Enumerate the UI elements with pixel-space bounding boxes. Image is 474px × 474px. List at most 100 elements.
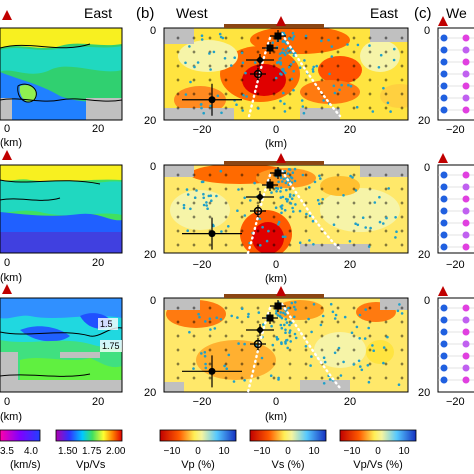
earthquake-dot	[283, 323, 286, 327]
earthquake-dot	[339, 374, 343, 377]
grid-node	[304, 92, 308, 96]
grid-node	[224, 92, 228, 96]
earthquake-dot	[243, 379, 246, 382]
earthquake-dot	[265, 239, 269, 243]
earthquake-dot	[246, 315, 250, 319]
earthquake-dot	[208, 52, 211, 55]
layer-dot	[462, 70, 470, 78]
colorbar-label: Vs (%)	[272, 459, 305, 471]
grid-node	[304, 334, 308, 338]
grid-node	[320, 306, 324, 310]
grid-node	[400, 187, 404, 191]
earthquake-dot	[293, 332, 297, 336]
grid-node	[352, 306, 356, 310]
earthquake-dot	[192, 367, 195, 370]
earthquake-dot	[223, 57, 227, 60]
earthquake-dot	[227, 225, 230, 228]
earthquake-dot	[202, 111, 205, 115]
colorbar-tick: 4.0	[24, 446, 38, 457]
earthquake-dot	[202, 203, 206, 207]
earthquake-dot	[269, 374, 273, 378]
grid-node	[192, 215, 196, 219]
earthquake-dot	[323, 360, 327, 364]
earthquake-dot	[200, 352, 203, 355]
grid-node	[320, 106, 324, 110]
earthquake-dot	[209, 194, 213, 197]
earthquake-dot	[225, 367, 228, 371]
earthquake-dot	[330, 45, 334, 48]
earthquake-dot	[288, 195, 292, 198]
earthquake-dot	[288, 329, 292, 332]
earthquake-dot	[278, 314, 282, 318]
grid-node	[256, 229, 260, 233]
grid-node	[256, 201, 260, 205]
layer-dot	[462, 352, 470, 360]
volcano-marker	[2, 150, 12, 160]
earthquake-dot	[293, 179, 297, 183]
earthquake-dot	[364, 308, 368, 311]
grid-node	[336, 376, 340, 380]
earthquake-dot	[355, 325, 359, 329]
grid-node	[288, 376, 292, 380]
earthquake-dot	[279, 190, 282, 193]
earthquake-dot	[232, 380, 236, 383]
grid-node	[384, 106, 388, 110]
earthquake-dot	[215, 194, 218, 198]
hypocenter-square	[274, 169, 282, 177]
earthquake-dot	[186, 193, 190, 196]
hypocenter-square	[274, 32, 282, 40]
grid-node	[400, 229, 404, 233]
grid-node	[224, 243, 228, 247]
earthquake-dot	[328, 378, 332, 381]
grid-node	[192, 78, 196, 82]
grid-node	[368, 92, 372, 96]
earthquake-dot	[322, 382, 326, 385]
grid-node	[256, 50, 260, 54]
layer-dot	[440, 340, 448, 348]
grid-node	[288, 78, 292, 82]
earthquake-dot	[289, 63, 293, 66]
y-tick-label: 0	[150, 295, 156, 307]
grid-node	[272, 106, 276, 110]
grid-node	[352, 106, 356, 110]
grid-node	[192, 306, 196, 310]
grid-node	[368, 36, 372, 40]
colorbar-tick: 10	[308, 446, 320, 457]
earthquake-dot	[280, 51, 284, 54]
hypocenter-circle	[253, 206, 263, 216]
earthquake-dot	[209, 104, 212, 108]
earthquake-dot	[279, 61, 283, 64]
earthquake-dot	[253, 181, 256, 185]
direction-label-east: East	[370, 5, 398, 21]
grid-node	[240, 106, 244, 110]
earthquake-dot	[281, 48, 285, 51]
grid-node	[320, 201, 324, 205]
grid-node	[192, 320, 196, 324]
hypocenter-diamond	[256, 56, 264, 64]
x-tick-label: 20	[92, 396, 104, 408]
earthquake-dot	[291, 171, 295, 174]
earthquake-dot	[328, 72, 331, 76]
earthquake-dot	[219, 169, 223, 173]
earthquake-dot	[294, 301, 297, 304]
layer-dot	[462, 94, 470, 102]
earthquake-dot	[334, 313, 338, 317]
grid-node	[240, 243, 244, 247]
earthquake-dot	[213, 327, 217, 330]
grid-node	[304, 362, 308, 366]
x-tick-label: 0	[4, 257, 10, 269]
earthquake-dot	[333, 91, 337, 95]
earthquake-dot	[332, 223, 336, 226]
grid-node	[272, 92, 276, 96]
grid-node	[224, 36, 228, 40]
colorbar-tick: 3.5	[0, 446, 14, 457]
earthquake-dot	[359, 365, 362, 368]
earthquake-dot	[301, 105, 305, 108]
grid-node	[352, 348, 356, 352]
grid-node	[336, 334, 340, 338]
grid-node	[304, 243, 308, 247]
earthquake-dot	[331, 310, 335, 314]
earthquake-dot	[277, 220, 281, 224]
earthquake-dot	[301, 173, 305, 177]
layer-dot	[462, 340, 470, 348]
